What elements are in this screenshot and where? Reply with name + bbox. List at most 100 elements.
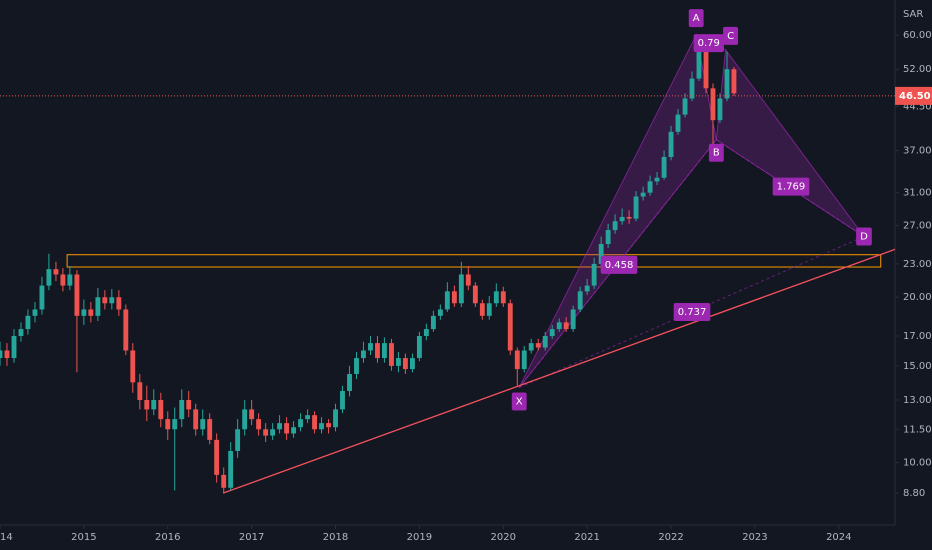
- candle-body: [717, 98, 723, 121]
- y-tick-label: 44.50: [903, 101, 932, 112]
- candle-body: [186, 400, 192, 410]
- candle-body: [437, 309, 443, 316]
- pattern-ratio-label-box: [693, 34, 724, 53]
- candle-body: [0, 350, 3, 359]
- candle-body: [4, 350, 10, 359]
- candle-body: [402, 358, 408, 370]
- candle-body: [60, 274, 66, 286]
- candle-body: [249, 409, 255, 420]
- candle-body: [130, 350, 136, 383]
- candle-body: [39, 285, 45, 310]
- candle-body: [731, 69, 737, 94]
- pattern-point-label-text: B: [713, 148, 720, 159]
- candle-body: [598, 243, 604, 264]
- x-tick-label: 2016: [155, 532, 180, 543]
- candle-body: [284, 423, 290, 434]
- pattern-point-label-box: [723, 26, 739, 45]
- currency-label: SAR: [903, 9, 923, 20]
- candle-body: [144, 400, 150, 410]
- candle-body: [472, 285, 478, 304]
- candle-body: [221, 474, 227, 488]
- y-tick-label: 8.80: [903, 488, 925, 499]
- candle-body: [570, 309, 576, 330]
- pattern-point-label-box: [688, 9, 704, 28]
- pattern-ratio-label-text: 0.79: [698, 38, 720, 49]
- candle-body: [200, 419, 206, 430]
- pattern-ratio-label: 1.769: [772, 177, 810, 196]
- pattern-ratio-label-box: [772, 177, 810, 196]
- x-tick-label: 2017: [239, 532, 264, 543]
- y-tick-label: 10.00: [903, 458, 932, 469]
- pattern-point-label-box: [511, 392, 527, 411]
- candle-body: [542, 336, 548, 348]
- candle-body: [584, 285, 590, 292]
- pattern-ratio-label-text: 1.769: [777, 182, 806, 193]
- candle-body: [116, 297, 122, 310]
- pattern-point-label: X: [511, 392, 527, 411]
- y-tick-label: 13.00: [903, 395, 932, 406]
- pattern-ratio-label: 0.458: [600, 255, 638, 274]
- x-tick-label: 2019: [407, 532, 432, 543]
- pattern-ratio-label-box: [673, 302, 711, 321]
- candle-body: [710, 88, 716, 121]
- candle-body: [368, 343, 373, 351]
- candle-body: [53, 269, 59, 275]
- candle-body: [46, 269, 52, 286]
- candle-body: [74, 274, 80, 316]
- candle-body: [326, 423, 331, 428]
- candle-body: [647, 181, 653, 193]
- candle-body: [458, 274, 464, 304]
- candle-body: [605, 230, 611, 244]
- current-price-box: [895, 86, 932, 105]
- x-tick-label: 2024: [826, 532, 851, 543]
- candle-body: [696, 51, 702, 79]
- candle-body: [668, 131, 674, 157]
- candle-body: [235, 429, 241, 451]
- candle-body: [591, 263, 597, 286]
- candle-body: [528, 343, 534, 351]
- candle-body: [444, 291, 450, 310]
- y-tick-label: 20.00: [903, 292, 932, 303]
- candle-body: [347, 373, 352, 392]
- current-price-label: 46.50: [899, 91, 931, 102]
- y-tick-label: 37.00: [903, 145, 932, 156]
- candle-body: [228, 450, 234, 488]
- candle-body: [703, 51, 709, 89]
- candle-body: [675, 114, 681, 132]
- candle-body: [123, 309, 129, 351]
- candle-body: [563, 322, 569, 330]
- candle-body: [81, 309, 87, 316]
- y-tick-label: 27.00: [903, 221, 932, 232]
- candle-body: [214, 439, 220, 475]
- candle-body: [381, 343, 387, 359]
- candle-body: [25, 315, 31, 330]
- candle-body: [179, 400, 185, 420]
- candle-body: [32, 309, 38, 316]
- candle-body: [375, 343, 380, 359]
- candle-body: [158, 400, 164, 420]
- candle-body: [151, 400, 157, 410]
- pattern-ratio-label-text: 0.737: [678, 307, 707, 318]
- y-tick-label: 31.00: [903, 188, 932, 199]
- candle-body: [354, 358, 359, 374]
- candle-body: [507, 303, 513, 351]
- pattern-ratio-label-box: [600, 255, 638, 274]
- candle-body: [172, 419, 178, 430]
- candle-body: [493, 291, 499, 304]
- candle-body: [556, 322, 562, 330]
- candle-body: [95, 297, 101, 316]
- trendline: [222, 248, 895, 494]
- candle-body: [389, 343, 394, 366]
- y-tick-label: 52.00: [903, 64, 932, 75]
- candle-body: [395, 358, 401, 366]
- candle-body: [521, 350, 527, 370]
- candle-body: [242, 409, 248, 430]
- candle-body: [319, 423, 324, 430]
- candle-body: [465, 274, 471, 286]
- candle-body: [626, 216, 632, 219]
- pattern-point-label-text: C: [727, 31, 734, 42]
- candle-body: [207, 419, 213, 440]
- candle-body: [724, 69, 730, 99]
- candle-body: [410, 358, 415, 370]
